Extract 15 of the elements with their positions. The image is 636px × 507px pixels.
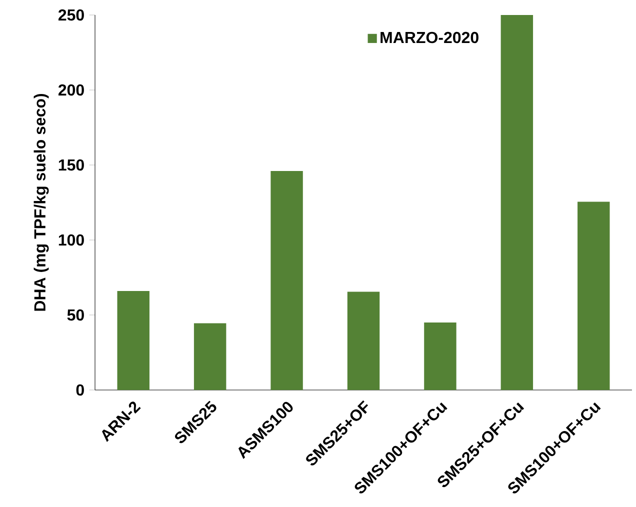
y-tick-label: 50: [67, 309, 84, 321]
bar: [424, 322, 456, 390]
bar: [500, 15, 534, 390]
y-tick-label: 0: [76, 384, 84, 396]
y-tick-label: 250: [58, 9, 84, 21]
y-tick-label: 100: [58, 234, 84, 246]
legend-label: MARZO-2020: [380, 32, 478, 44]
bar: [347, 292, 380, 390]
y-axis-title: DHA (mg TPF/kg suelo seco): [34, 94, 49, 311]
bar: [194, 323, 226, 390]
bar: [117, 290, 150, 390]
y-tick-label: 200: [58, 84, 84, 96]
bar: [270, 170, 303, 390]
y-tick-label: 150: [58, 159, 84, 171]
bar: [578, 202, 610, 390]
